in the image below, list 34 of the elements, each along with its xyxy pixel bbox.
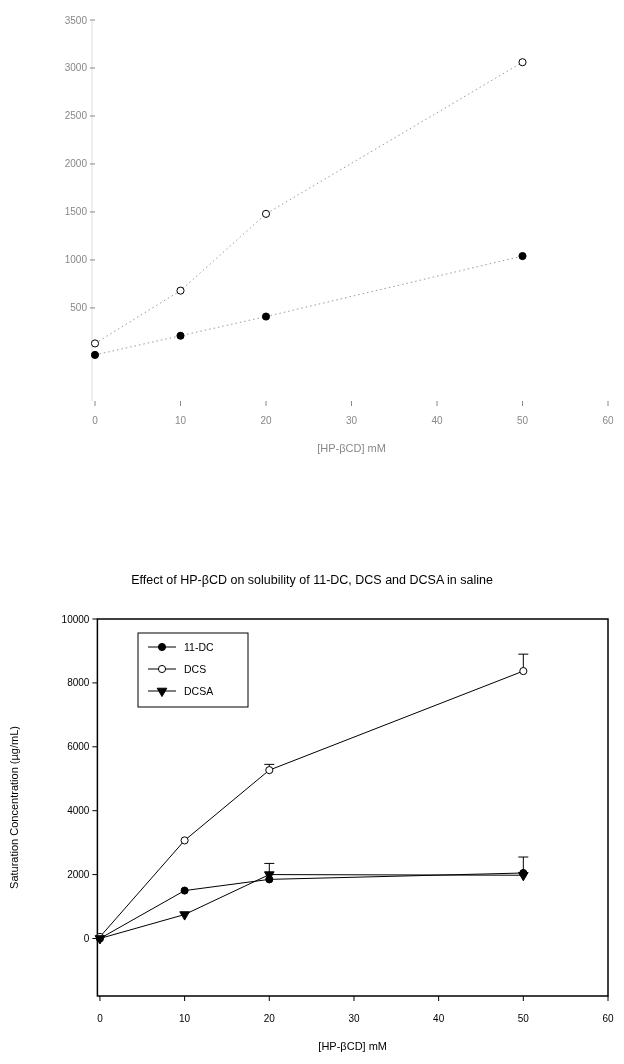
x-tick-label: 50 — [517, 1012, 530, 1024]
y-tick-label: 10000 — [61, 613, 90, 625]
x-tick-label: 40 — [431, 414, 443, 426]
y-tick-label: 500 — [70, 302, 88, 314]
y-tick-label: 2000 — [67, 869, 90, 881]
chart-title: Effect of HP-βCD on solubility of 11-DC, DCS and DCSA in saline — [131, 573, 493, 587]
y-tick-label: 4000 — [67, 805, 90, 817]
legend-label: DCSA — [184, 684, 214, 697]
legend-label: 11-DC — [184, 640, 214, 653]
x-tick-label: 60 — [602, 414, 614, 426]
y-tick-label: 2000 — [64, 158, 88, 170]
y-tick-label: 3000 — [64, 62, 88, 74]
y-tick-label: 3500 — [64, 14, 88, 26]
y-tick-label: 2500 — [64, 110, 88, 122]
legend-label: DCS — [184, 662, 207, 675]
x-tick-label: 20 — [263, 1012, 276, 1024]
x-tick-label: 30 — [345, 414, 358, 426]
x-tick-label: 20 — [260, 414, 272, 426]
y-axis-title: Saturation Concentration (µg/mL) — [8, 726, 20, 889]
x-tick-label: 10 — [174, 414, 187, 426]
x-axis-title: [HP-βCD] mM — [317, 442, 386, 454]
y-tick-label: 6000 — [67, 741, 90, 753]
x-tick-label: 30 — [348, 1012, 360, 1024]
y-tick-label: 8000 — [67, 677, 90, 689]
y-tick-label: 1000 — [64, 254, 88, 266]
x-tick-label: 50 — [516, 414, 529, 426]
x-tick-label: 0 — [92, 414, 99, 426]
y-tick-label: 0 — [83, 932, 90, 944]
x-tick-label: 40 — [433, 1012, 445, 1024]
x-axis-title: [HP-βCD] mM — [318, 1040, 388, 1052]
x-tick-label: 0 — [97, 1012, 104, 1024]
x-tick-label: 60 — [602, 1012, 614, 1024]
x-tick-label: 10 — [179, 1012, 191, 1024]
y-tick-label: 1500 — [64, 206, 88, 218]
